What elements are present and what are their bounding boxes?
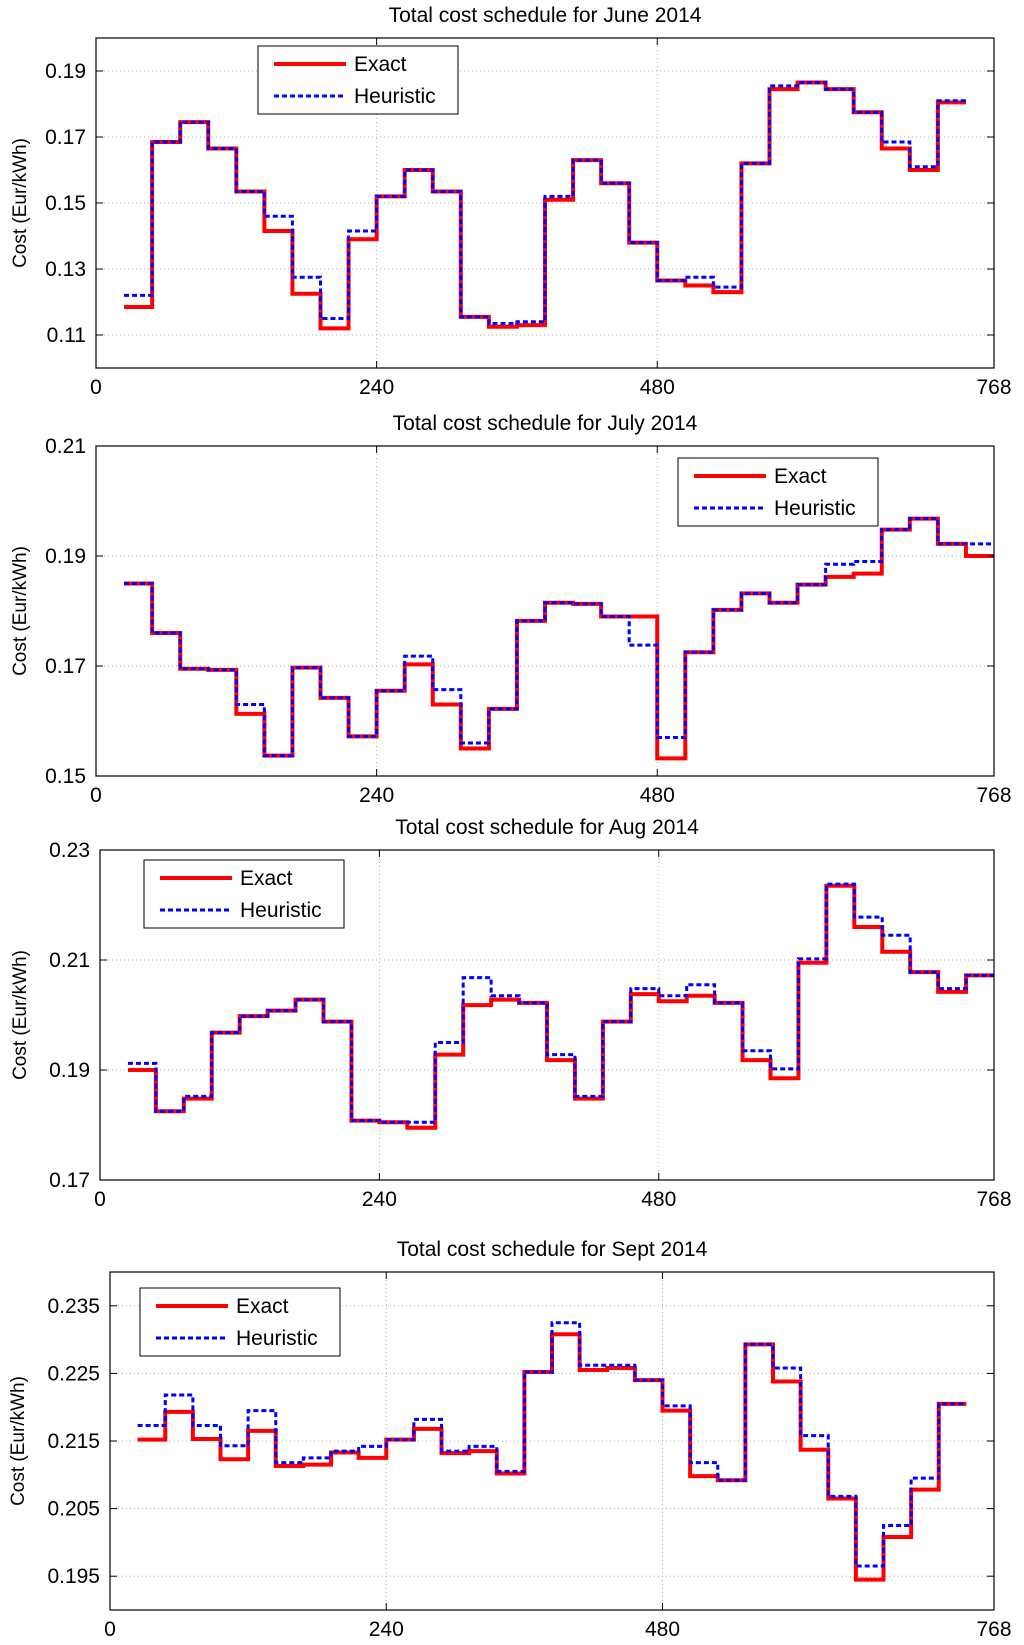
series-line-heuristic	[124, 81, 966, 325]
x-tick-label: 480	[645, 1618, 680, 1641]
x-tick-label: 480	[640, 784, 675, 807]
x-tick-label: 768	[976, 376, 1011, 399]
x-tick-label: 0	[90, 376, 102, 399]
legend-label-heuristic: Heuristic	[354, 85, 436, 108]
y-tick-label: 0.19	[45, 545, 86, 568]
series-line-heuristic	[127, 882, 994, 1124]
chart-4: Total cost schedule for Sept 2014 0.195 0.…	[8, 1238, 1012, 1641]
legend: Exact Heuristic	[677, 457, 879, 527]
x-tick-label: 0	[104, 1618, 116, 1641]
plot-frame	[99, 849, 995, 1181]
y-tick-label: 0.215	[47, 1430, 100, 1453]
legend-box	[139, 1287, 341, 1357]
x-tick-label: 240	[362, 1188, 397, 1211]
series-line-heuristic	[124, 517, 994, 758]
y-axis-label: Cost (Eur/kWh)	[10, 138, 31, 268]
x-tick-label: 240	[359, 784, 394, 807]
x-tick-label: 768	[976, 1188, 1011, 1211]
y-tick-label: 0.17	[45, 126, 86, 149]
legend-label-exact: Exact	[354, 53, 407, 76]
x-tick-label: 240	[359, 376, 394, 399]
legend-label-exact: Exact	[240, 867, 293, 890]
legend-box	[677, 457, 879, 527]
y-axis-label: Cost (Eur/kWh)	[8, 1376, 29, 1506]
y-tick-label: 0.19	[45, 60, 86, 83]
y-axis-label: Cost (Eur/kWh)	[10, 546, 31, 676]
legend-label-exact: Exact	[236, 1295, 289, 1318]
legend: Exact Heuristic	[257, 45, 459, 115]
chart-3: Total cost schedule for Aug 2014 0.17 0.19…	[10, 816, 1012, 1211]
x-tick-label: 0	[94, 1188, 106, 1211]
x-tick-label: 0	[90, 784, 102, 807]
y-tick-label: 0.15	[45, 192, 86, 215]
y-axis-label: Cost (Eur/kWh)	[10, 950, 31, 1080]
legend-label-exact: Exact	[774, 465, 827, 488]
legend: Exact Heuristic	[139, 1287, 341, 1357]
legend-label-heuristic: Heuristic	[236, 1327, 318, 1350]
chart-2: Total cost schedule for July 2014 0.15 0.1…	[10, 412, 1012, 807]
series-line-exact	[137, 1332, 967, 1582]
y-tick-label: 0.225	[47, 1362, 100, 1385]
series-line-heuristic	[137, 1321, 967, 1568]
y-tick-label: 0.13	[45, 258, 86, 281]
y-tick-label: 0.17	[45, 655, 86, 678]
legend: Exact Heuristic	[143, 859, 345, 929]
x-tick-label: 240	[369, 1618, 404, 1641]
legend-label-heuristic: Heuristic	[240, 899, 322, 922]
y-tick-label: 0.235	[47, 1295, 100, 1318]
chart-title: Total cost schedule for July 2014	[393, 412, 698, 435]
y-tick-label: 0.19	[49, 1059, 90, 1082]
y-tick-label: 0.21	[45, 435, 86, 458]
chart-title: Total cost schedule for Aug 2014	[395, 816, 699, 839]
y-tick-label: 0.21	[49, 949, 90, 972]
y-tick-label: 0.17	[49, 1169, 90, 1192]
y-tick-label: 0.23	[49, 839, 90, 862]
y-tick-label: 0.205	[47, 1498, 100, 1521]
x-tick-label: 480	[641, 1188, 676, 1211]
legend-box	[143, 859, 345, 929]
plot-frame	[95, 445, 995, 777]
legend-label-heuristic: Heuristic	[774, 497, 856, 520]
legend-box	[257, 45, 459, 115]
y-tick-label: 0.195	[47, 1565, 100, 1588]
y-tick-label: 0.11	[47, 324, 86, 347]
x-tick-label: 768	[976, 1618, 1011, 1641]
y-tick-label: 0.15	[45, 765, 86, 788]
chart-1: Total cost schedule for June 2014 0.11 0.1…	[10, 4, 1012, 399]
chart-title: Total cost schedule for Sept 2014	[397, 1238, 708, 1261]
x-tick-label: 768	[976, 784, 1011, 807]
x-tick-label: 480	[640, 376, 675, 399]
chart-title: Total cost schedule for June 2014	[389, 4, 702, 27]
